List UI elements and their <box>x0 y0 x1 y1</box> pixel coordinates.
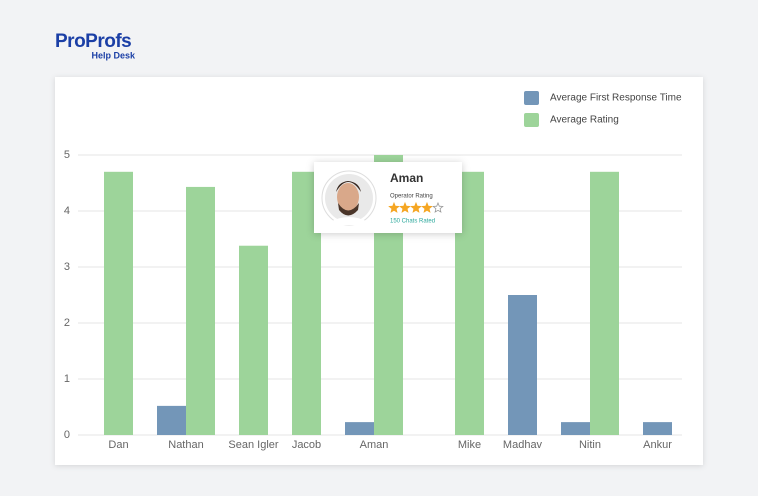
bar <box>157 405 186 435</box>
x-tick-label: Nitin <box>579 439 601 451</box>
bar <box>345 422 374 435</box>
x-tick-label: Dan <box>108 439 128 451</box>
star <box>410 201 422 213</box>
x-tick-label: Mike <box>458 439 481 451</box>
bar <box>104 171 133 436</box>
y-tick-label: 3 <box>64 261 70 273</box>
y-tick-label: 2 <box>64 317 70 329</box>
bar <box>590 171 619 436</box>
avatar-shirt <box>330 217 368 225</box>
legend-label: Average Rating <box>550 115 619 126</box>
tooltip: Aman Operator Rating 150 Chats Rated <box>314 162 462 233</box>
legend-label: Average First Response Time <box>550 93 682 104</box>
y-tick-label: 0 <box>64 429 70 441</box>
legend-swatch <box>524 91 539 105</box>
tooltip-chats: 150 Chats Rated <box>390 219 435 225</box>
star <box>421 201 433 213</box>
stars <box>388 201 444 213</box>
x-tick-label: Ankur <box>643 439 672 451</box>
y-tick-label: 1 <box>64 373 70 385</box>
avatar-face <box>337 183 359 211</box>
star <box>388 201 400 213</box>
y-tick-label: 5 <box>64 149 70 161</box>
tooltip-name: Aman <box>390 171 423 185</box>
x-tick-label: Aman <box>360 439 389 451</box>
bar <box>508 295 537 435</box>
y-tick-label: 4 <box>64 205 70 217</box>
star <box>432 201 444 213</box>
tooltip-label: Operator Rating <box>390 194 433 200</box>
logo-brand: ProProfs <box>55 31 131 52</box>
x-tick-label: Madhav <box>503 439 543 451</box>
bar <box>643 422 672 435</box>
star <box>399 201 411 213</box>
avatar-hair <box>336 181 361 192</box>
bar <box>561 422 590 435</box>
bar <box>186 186 215 435</box>
avatar-beard <box>338 203 359 216</box>
x-tick-label: Sean Igler <box>228 439 278 451</box>
x-tick-label: Nathan <box>168 439 203 451</box>
legend-swatch <box>524 113 539 127</box>
bar <box>239 245 268 435</box>
x-tick-label: Jacob <box>292 439 321 451</box>
logo-product: Help Desk <box>91 50 136 60</box>
plot: 0 1 2 3 4 5 Dan Nathan Sean Igler Jacob Aman Mike Ma… <box>64 91 682 451</box>
